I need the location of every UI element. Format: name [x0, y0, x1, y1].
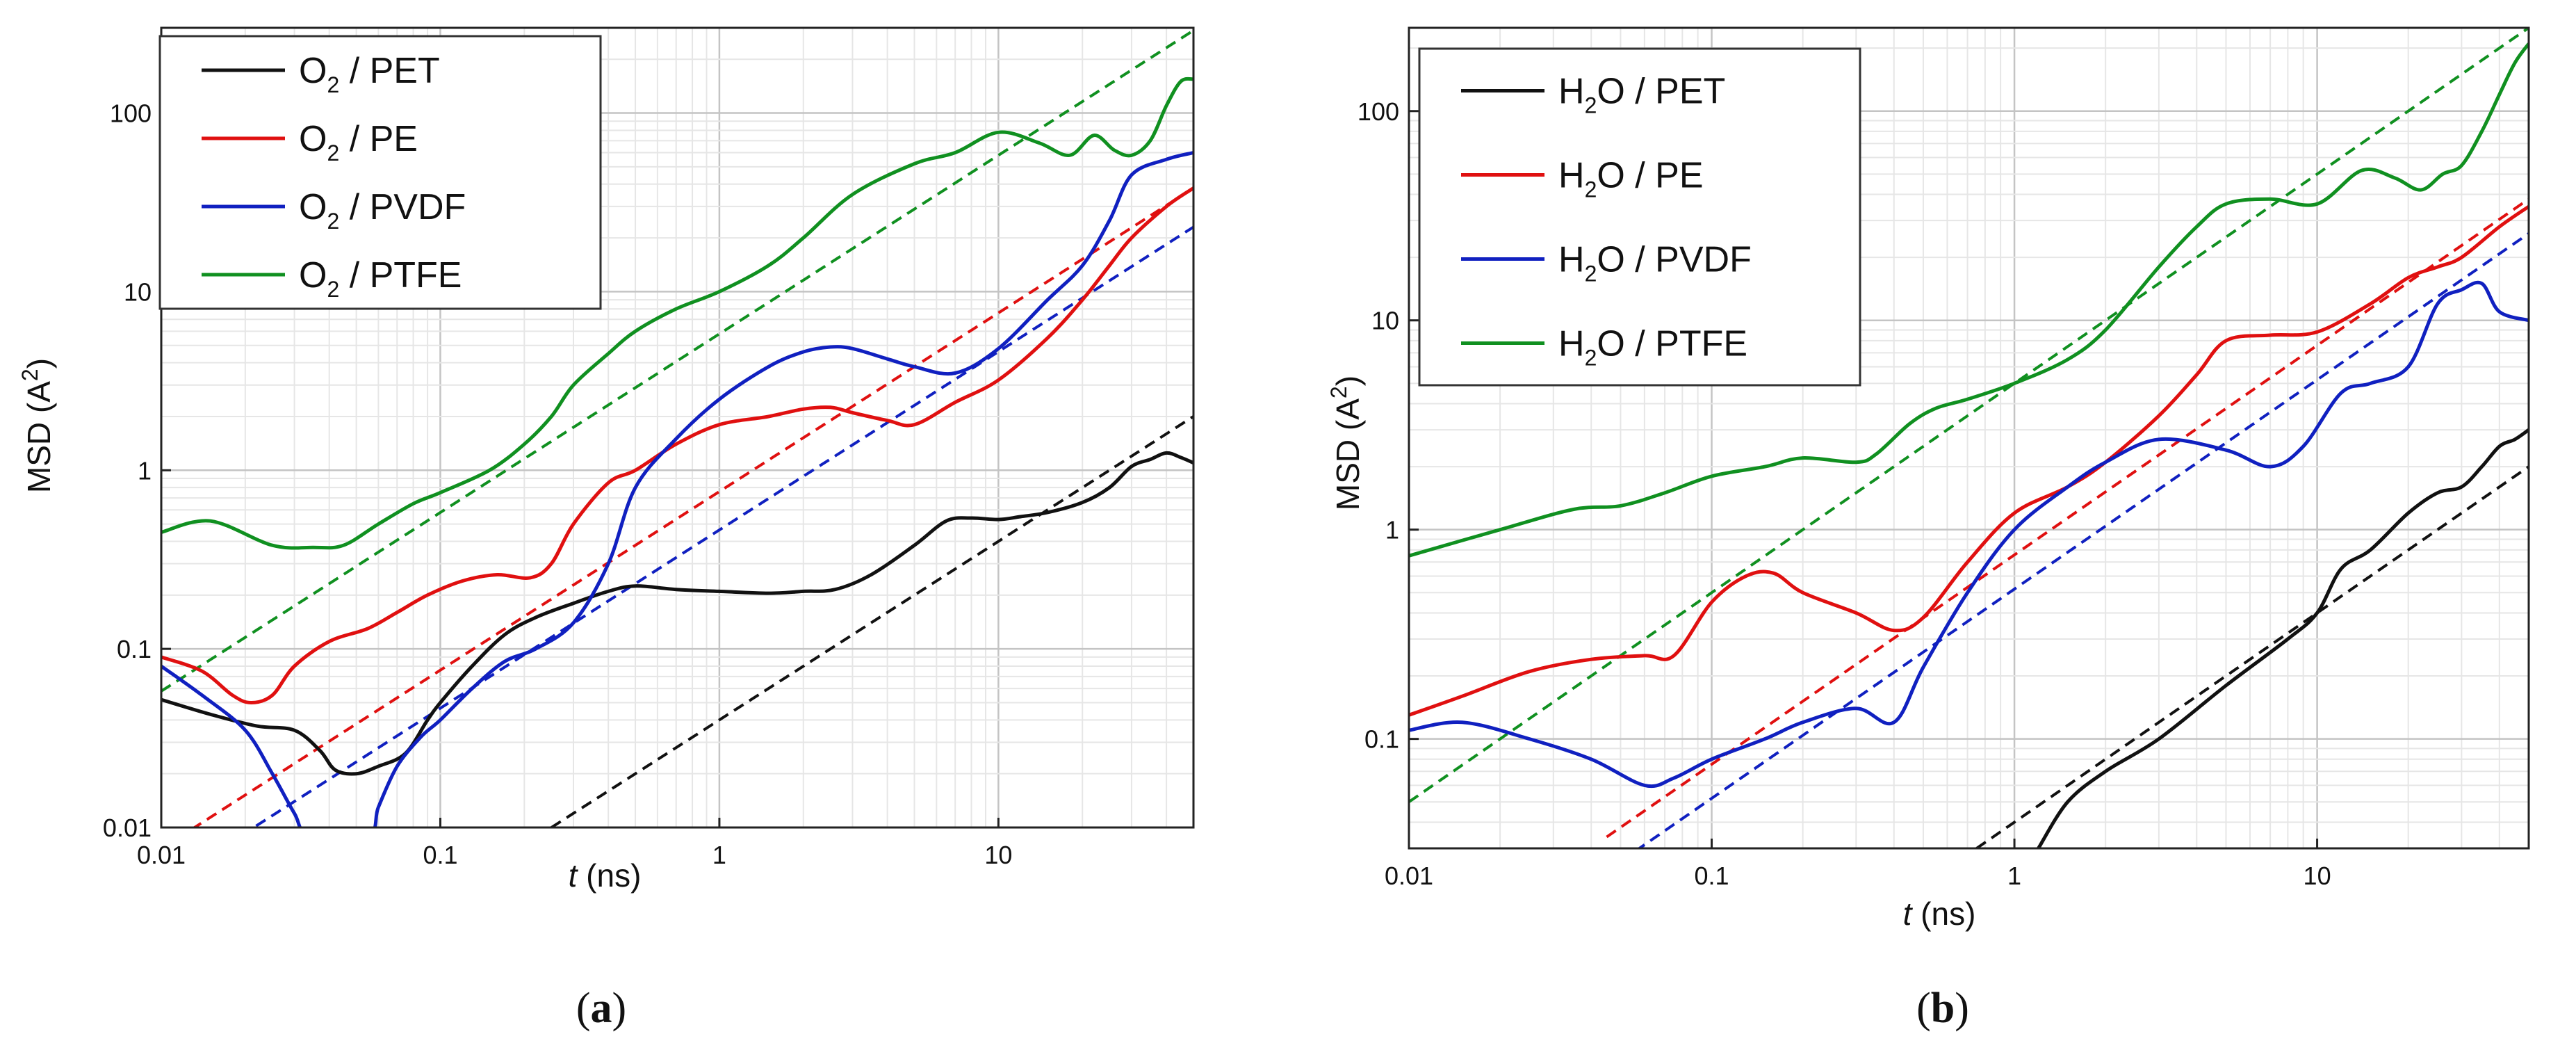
- legend: O2 / PET O2 / PE O2 / PVDF O2 / PTFE: [158, 35, 602, 310]
- x-tick-label: 10: [984, 841, 1012, 869]
- legend-box: [1418, 47, 1861, 387]
- fit-line-0: [1975, 465, 2529, 848]
- legend: H2O / PET H2O / PE H2O / PVDF H2O / PTFE: [1418, 47, 1861, 387]
- y-tick-label: 10: [124, 277, 152, 306]
- fit-line-2: [251, 225, 1193, 827]
- fit-line-1: [192, 186, 1193, 827]
- plot-frame: [1408, 26, 2530, 850]
- x-axis-label: t (ns): [1903, 896, 1976, 932]
- legend-box: [158, 35, 602, 310]
- legend-label-0: H2O / PET: [1558, 72, 1725, 118]
- fit-line-3: [161, 29, 1193, 693]
- series-line-3: [161, 76, 1193, 550]
- x-tick-label: 0.1: [423, 841, 457, 869]
- legend-label-2: H2O / PVDF: [1558, 240, 1752, 286]
- legend-label-3: H2O / PTFE: [1558, 324, 1747, 371]
- x-axis-label: t (ns): [569, 857, 642, 894]
- x-tick-label: 10: [2304, 862, 2331, 890]
- panel-label: (a): [576, 985, 626, 1032]
- x-tick-label: 1: [2007, 862, 2021, 890]
- panel-a: 0.01 0.1 1 10 0.01 0.1 1 10 100 t (ns) MSD (A2) O2 …: [17, 26, 1195, 1032]
- legend-label-3: O2 / PTFE: [299, 255, 462, 302]
- x-tick-label: 0.01: [1385, 862, 1433, 890]
- series-line-0: [161, 451, 1193, 776]
- y-tick-label: 1: [138, 456, 152, 485]
- y-tick-label: 100: [110, 99, 152, 128]
- series-line-2: [161, 151, 1193, 827]
- legend-label-1: O2 / PE: [299, 119, 418, 165]
- fit-lines: [161, 29, 1193, 827]
- panel-label: (b): [1916, 985, 1969, 1032]
- fit-lines: [1409, 28, 2529, 848]
- series-line-2: [1409, 280, 2529, 789]
- series-line-1: [1409, 204, 2529, 717]
- fit-line-3: [1409, 28, 2529, 803]
- legend-label-0: O2 / PET: [299, 51, 440, 97]
- series-group: [1409, 42, 2529, 848]
- y-tick-label: 1: [1385, 516, 1399, 544]
- y-tick-label: 100: [1358, 97, 1399, 126]
- y-axis-label: MSD (A2): [17, 358, 57, 493]
- y-tick-label: 0.01: [103, 814, 152, 842]
- x-tick-label: 1: [712, 841, 726, 869]
- fit-line-2: [1636, 232, 2529, 848]
- series-group: [161, 76, 1193, 827]
- series-line-0: [2037, 428, 2529, 848]
- legend-label-1: H2O / PE: [1558, 156, 1704, 202]
- y-tick-label: 0.1: [117, 635, 152, 663]
- y-axis-label: MSD (A2): [1326, 375, 1366, 510]
- panel-b: 0.01 0.1 1 10 0.1 1 10 100 t (ns) MSD (A2) H2O / P…: [1326, 26, 2530, 1032]
- x-tick-label: 0.01: [137, 841, 186, 869]
- plot-frame: [160, 26, 1195, 829]
- legend-label-2: O2 / PVDF: [299, 187, 466, 234]
- fit-line-1: [1606, 197, 2529, 839]
- y-tick-label: 10: [1371, 307, 1399, 335]
- fit-line-0: [551, 415, 1193, 827]
- y-tick-label: 0.1: [1364, 725, 1399, 754]
- series-line-3: [1409, 42, 2529, 558]
- series-line-1: [161, 186, 1193, 704]
- x-tick-label: 0.1: [1695, 862, 1729, 890]
